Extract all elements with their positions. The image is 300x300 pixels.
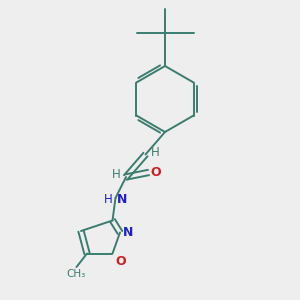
Text: O: O — [115, 255, 125, 268]
Text: O: O — [150, 166, 160, 179]
Text: N: N — [117, 193, 128, 206]
Text: H: H — [112, 168, 121, 181]
Text: N: N — [123, 226, 134, 239]
Text: H: H — [104, 193, 113, 206]
Text: CH₃: CH₃ — [67, 269, 86, 279]
Text: H: H — [151, 146, 160, 159]
